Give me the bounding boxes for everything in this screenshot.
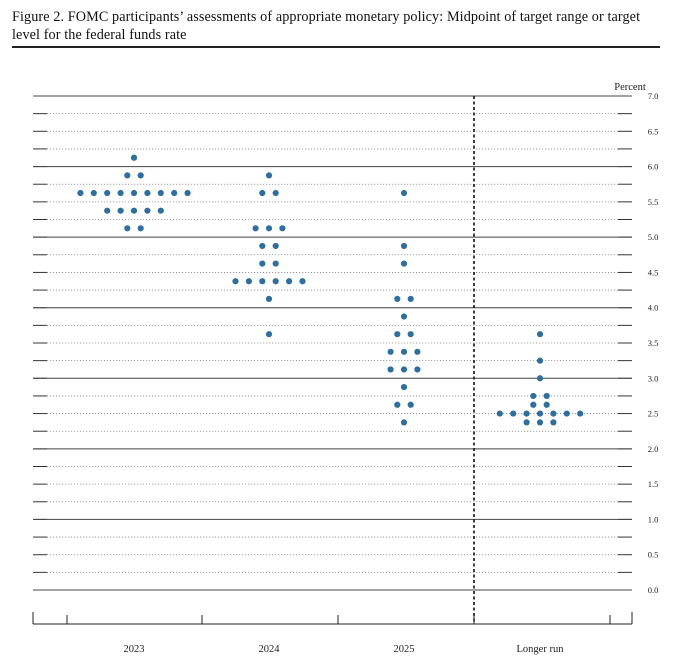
participant-dot	[387, 348, 394, 355]
participant-dot	[543, 392, 550, 400]
participant-dot	[400, 242, 408, 250]
participant-dot	[400, 366, 408, 373]
participant-dot	[536, 331, 544, 338]
participant-dot	[550, 410, 557, 417]
y-tick-label: 7.0	[648, 91, 659, 101]
participant-dot	[496, 410, 503, 417]
title-rule	[12, 46, 660, 48]
participant-dot	[117, 189, 124, 197]
participant-dot	[577, 410, 584, 417]
participant-dot	[400, 419, 408, 426]
participant-dot	[400, 313, 408, 320]
participant-dot	[259, 260, 266, 267]
participant-dot	[414, 366, 421, 373]
participant-dot	[90, 189, 97, 197]
participant-dot	[400, 189, 408, 197]
participant-dot	[272, 260, 279, 267]
y-tick-label: 1.5	[648, 479, 659, 489]
unit-label: Percent	[614, 82, 646, 93]
participant-dot	[530, 392, 537, 400]
y-tick-label: 3.0	[648, 373, 659, 383]
participant-dot	[104, 189, 111, 197]
participant-dot	[286, 278, 293, 285]
y-tick-label: 3.5	[648, 338, 659, 348]
participant-dot	[536, 357, 544, 364]
participant-dot	[144, 207, 151, 214]
participant-dot	[523, 410, 530, 417]
participant-dot	[259, 189, 266, 197]
participant-dot	[77, 189, 84, 197]
participant-dot	[137, 225, 144, 232]
participant-dot	[407, 331, 414, 338]
participant-dot	[536, 419, 544, 426]
participant-dot	[130, 154, 138, 161]
participant-dot	[550, 419, 557, 426]
y-tick-label: 5.0	[648, 232, 659, 242]
participant-dot	[265, 172, 273, 179]
participant-dot	[272, 189, 279, 197]
y-tick-label: 4.0	[648, 303, 659, 313]
participant-dot	[265, 225, 273, 232]
y-tick-label: 1.0	[648, 514, 659, 524]
x-category-label: 2025	[394, 644, 415, 655]
y-tick-label: 6.0	[648, 162, 659, 172]
y-tick-label: 5.5	[648, 197, 659, 207]
participant-dot	[137, 172, 144, 179]
participant-dot	[394, 295, 401, 302]
participant-dot	[130, 189, 138, 197]
participant-dot	[130, 207, 138, 214]
participant-dot	[510, 410, 517, 417]
participant-dot	[407, 295, 414, 302]
participant-dot	[104, 207, 111, 214]
participant-dot	[157, 207, 164, 214]
participant-dot	[394, 331, 401, 338]
participant-dot	[536, 410, 544, 417]
y-tick-label: 6.5	[648, 126, 659, 136]
participant-dot	[530, 401, 537, 408]
participant-dot	[124, 172, 131, 179]
participant-dot	[259, 242, 266, 250]
participant-dot	[543, 401, 550, 408]
participant-dot	[400, 384, 408, 391]
participant-dot	[265, 331, 273, 338]
participant-dot	[536, 375, 544, 382]
participant-dot	[272, 242, 279, 250]
y-tick-label: 0.5	[648, 550, 659, 560]
participant-dot	[171, 189, 178, 197]
participant-dot	[563, 410, 570, 417]
y-tick-label: 0.0	[648, 585, 659, 595]
participant-dot	[400, 260, 408, 267]
participant-dot	[144, 189, 151, 197]
participant-dot	[272, 278, 279, 285]
figure-title: Figure 2. FOMC participants’ assessments…	[12, 9, 641, 43]
x-category-label: 2024	[259, 644, 281, 655]
y-tick-label: 4.5	[648, 267, 659, 277]
participant-dot	[124, 225, 131, 232]
participant-dot	[414, 348, 421, 355]
participant-dot	[117, 207, 124, 214]
y-tick-label: 2.5	[648, 409, 659, 419]
participant-dot	[232, 278, 239, 285]
participant-dot	[184, 189, 191, 197]
participant-dot	[279, 225, 286, 232]
x-category-label: Longer run	[517, 644, 565, 655]
participant-dot	[259, 278, 266, 285]
x-category-label: 2023	[124, 644, 145, 655]
participant-dot	[245, 278, 252, 285]
participant-dot	[157, 189, 164, 197]
participant-dot	[400, 348, 408, 355]
participant-dot	[252, 225, 259, 232]
participant-dot	[387, 366, 394, 373]
participant-dot	[394, 401, 401, 408]
participant-dot	[265, 295, 273, 302]
participant-dot	[299, 278, 306, 285]
participant-dot	[523, 419, 530, 426]
participant-dot	[407, 401, 414, 408]
y-tick-label: 2.0	[648, 444, 659, 454]
